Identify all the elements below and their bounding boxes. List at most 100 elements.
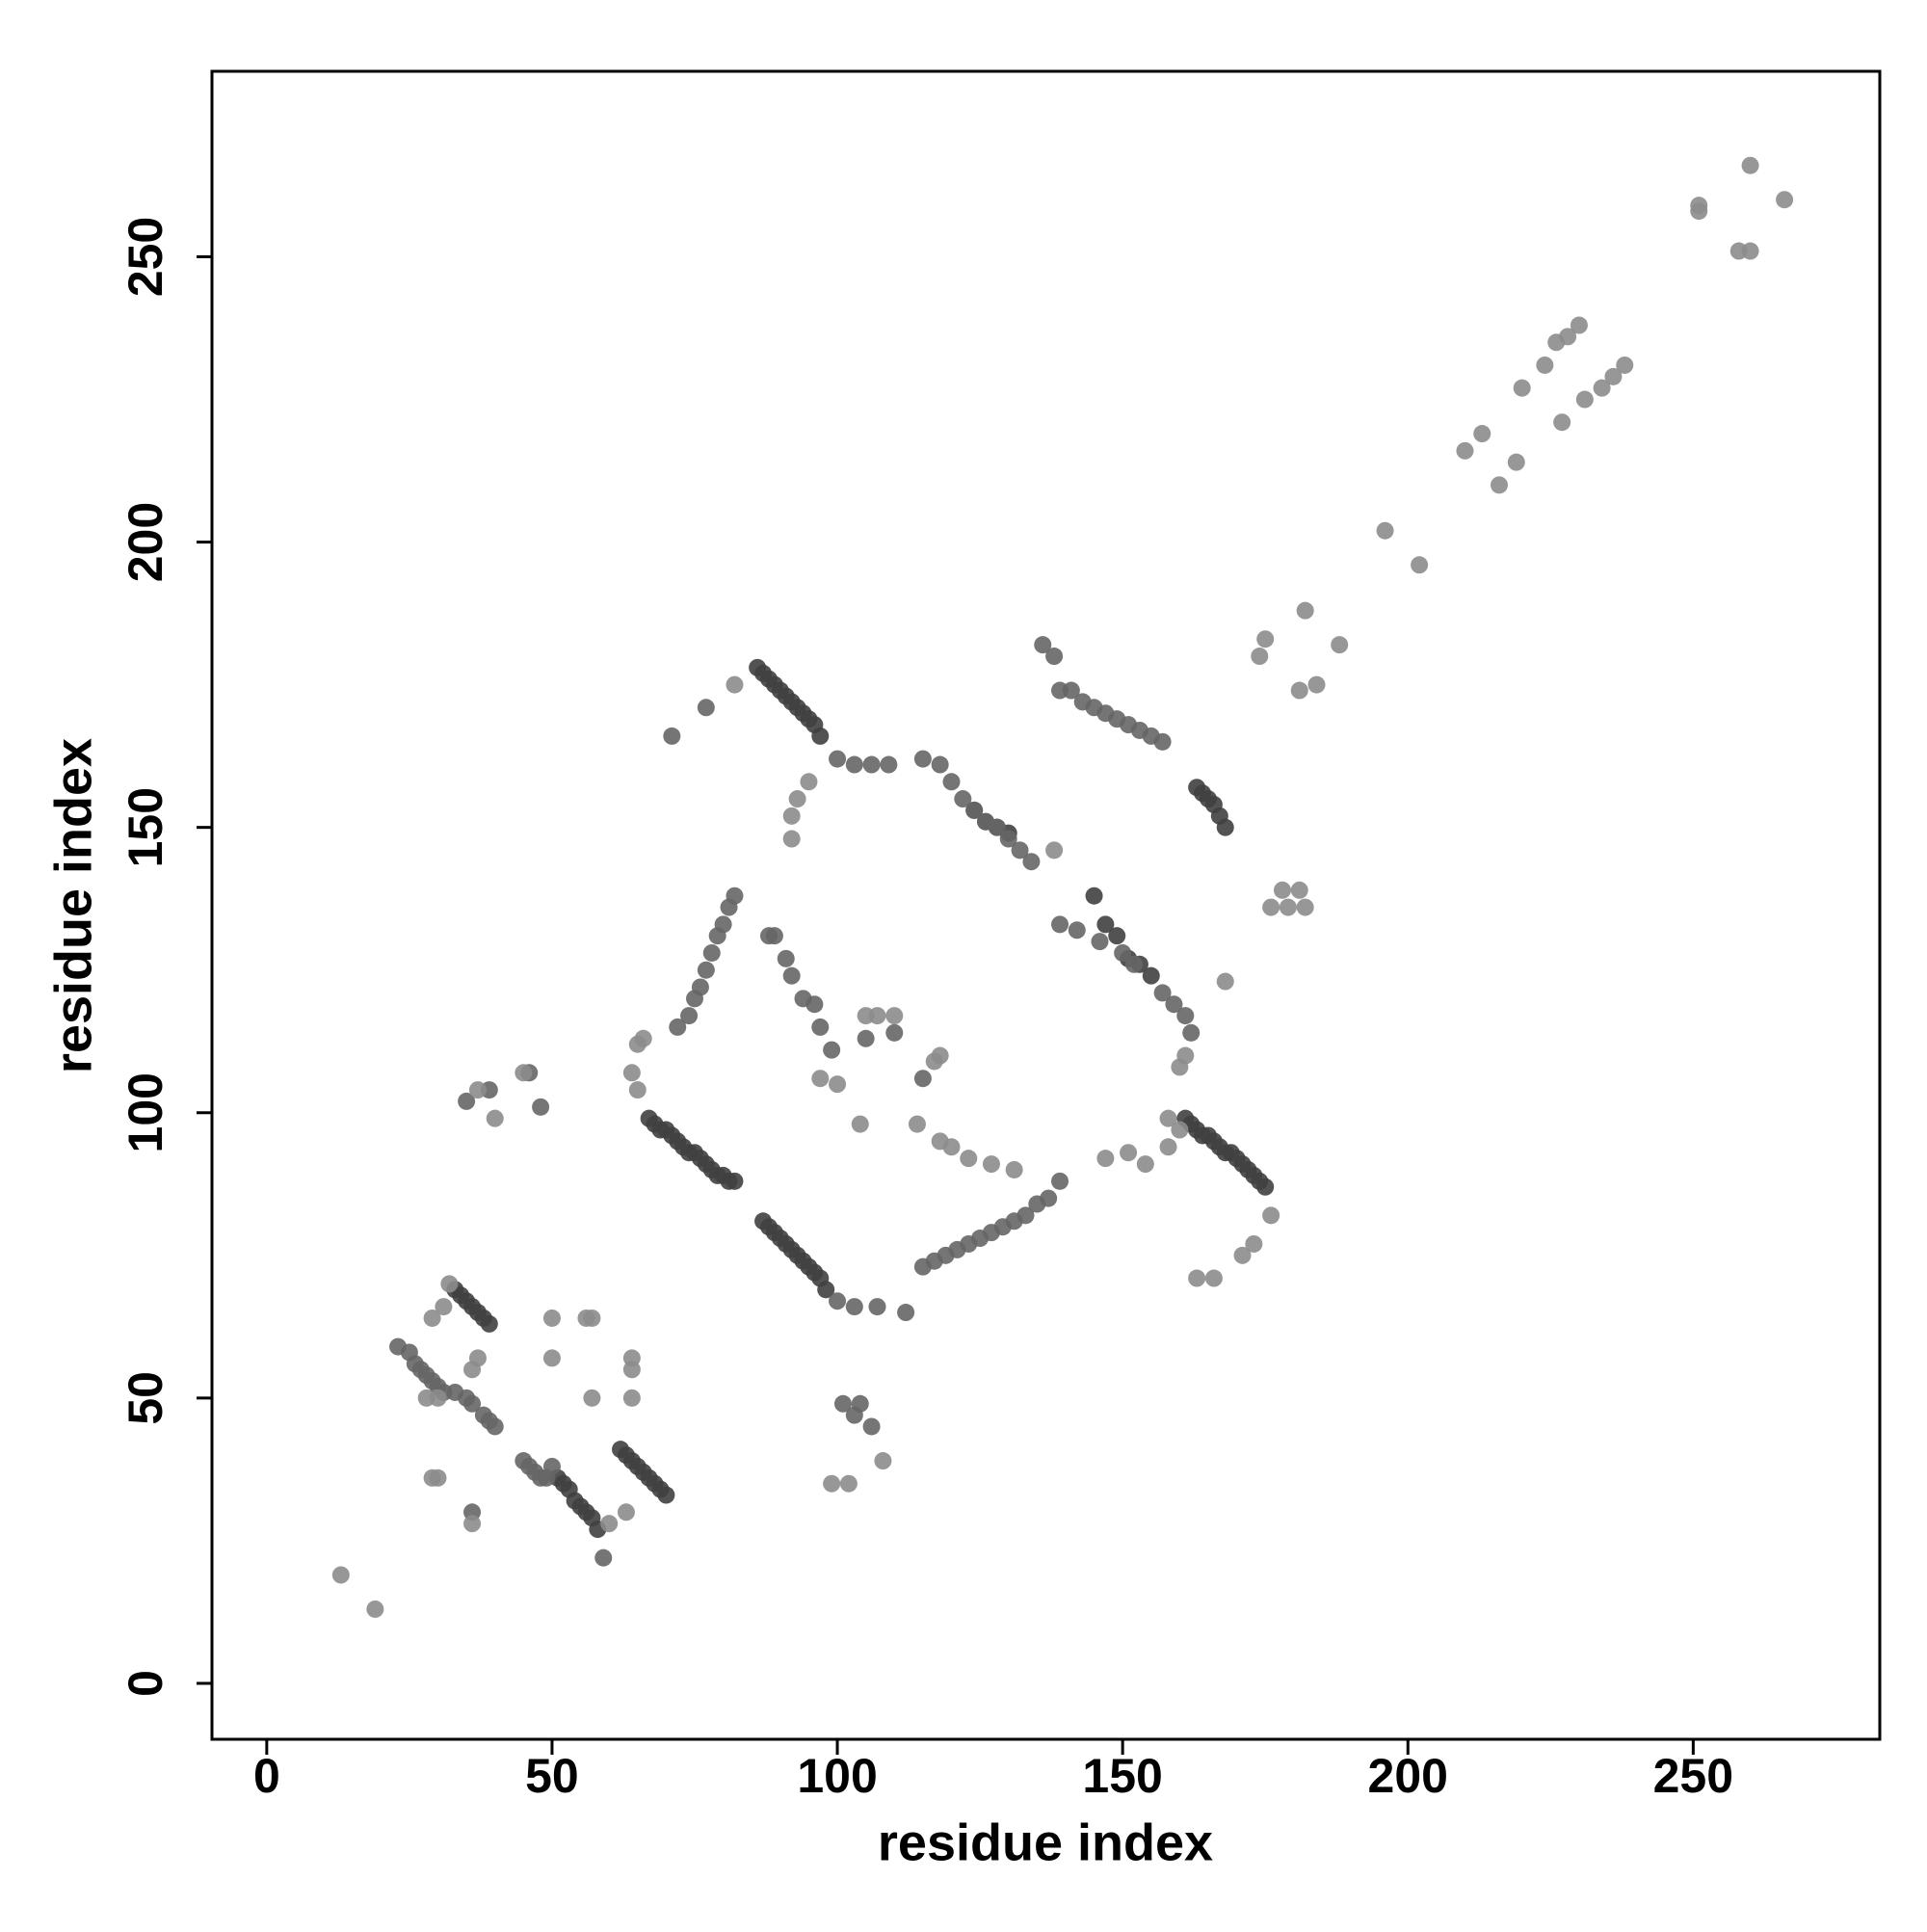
point (669, 1018, 687, 1036)
y-tick-label: 0 (119, 1670, 172, 1697)
point (1005, 1160, 1023, 1178)
point (1570, 316, 1588, 334)
point (1741, 156, 1759, 174)
point (839, 1474, 858, 1493)
point (805, 995, 824, 1014)
point (782, 807, 801, 825)
point (1491, 476, 1509, 494)
point (1182, 1023, 1201, 1042)
point (1016, 1206, 1035, 1225)
point (583, 1389, 601, 1407)
point (1171, 1121, 1189, 1139)
point (1507, 453, 1525, 471)
point (480, 1314, 498, 1333)
point (823, 1041, 841, 1059)
point (463, 1394, 482, 1413)
point (1575, 390, 1594, 409)
point (429, 1389, 447, 1407)
point (782, 830, 801, 848)
point (622, 1389, 641, 1407)
point (542, 1457, 561, 1475)
point (468, 1081, 487, 1099)
point (1245, 1234, 1263, 1253)
point (1473, 425, 1491, 443)
point (1279, 898, 1297, 916)
point (1108, 927, 1126, 945)
point (885, 1007, 904, 1025)
point (686, 990, 704, 1008)
point (515, 1064, 533, 1082)
point (628, 1081, 647, 1099)
point (931, 1046, 949, 1065)
point (908, 1115, 926, 1133)
point (874, 1452, 892, 1470)
point (1159, 1109, 1177, 1127)
point (366, 1600, 384, 1618)
point (1051, 915, 1069, 934)
point (458, 1092, 476, 1110)
point (811, 1070, 830, 1088)
y-tick-label: 150 (119, 787, 172, 867)
point (1091, 933, 1109, 951)
point (1216, 972, 1234, 991)
y-tick-label: 200 (119, 502, 172, 582)
point (1204, 1269, 1223, 1287)
point (942, 773, 961, 791)
point (1034, 636, 1052, 654)
point (663, 727, 681, 745)
point (1062, 681, 1080, 700)
point (845, 1298, 863, 1316)
point (634, 1029, 652, 1047)
point (1256, 630, 1275, 648)
point (486, 1417, 504, 1436)
point (1604, 367, 1623, 385)
point (857, 1029, 875, 1047)
point (1331, 636, 1349, 654)
point (1741, 242, 1759, 260)
point (885, 1023, 904, 1042)
point (829, 750, 847, 768)
point (697, 961, 715, 979)
point (1536, 356, 1554, 374)
point (726, 1172, 744, 1190)
x-tick-label: 150 (1082, 1749, 1162, 1803)
x-axis-title: residue index (878, 1813, 1213, 1871)
point (1616, 356, 1634, 374)
point (880, 755, 898, 774)
x-tick-label: 250 (1653, 1749, 1733, 1803)
point (1153, 732, 1172, 751)
plot-frame (210, 69, 1882, 1741)
point (423, 1309, 441, 1327)
point (1159, 1138, 1177, 1156)
point (1233, 1246, 1252, 1264)
point (862, 1417, 881, 1436)
point (829, 1075, 847, 1094)
point (1553, 413, 1571, 432)
point (954, 790, 972, 808)
point (594, 1548, 613, 1567)
point (542, 1309, 561, 1327)
point (583, 1309, 601, 1327)
point (845, 755, 863, 774)
point (800, 773, 818, 791)
point (1068, 921, 1086, 940)
point (1256, 1178, 1275, 1196)
point (680, 1007, 699, 1025)
x-tick-label: 100 (797, 1749, 877, 1803)
y-tick-label: 250 (119, 217, 172, 297)
point (1593, 379, 1611, 397)
point (726, 675, 744, 694)
point (1296, 898, 1314, 916)
point (622, 1361, 641, 1379)
point (1411, 556, 1429, 574)
point (777, 949, 795, 967)
point (1188, 1269, 1206, 1287)
point (622, 1064, 641, 1082)
point (829, 1292, 847, 1310)
point (1085, 887, 1103, 905)
point (1011, 841, 1029, 860)
point (811, 1018, 830, 1036)
point (468, 1349, 487, 1367)
x-tick-label: 0 (253, 1749, 280, 1803)
